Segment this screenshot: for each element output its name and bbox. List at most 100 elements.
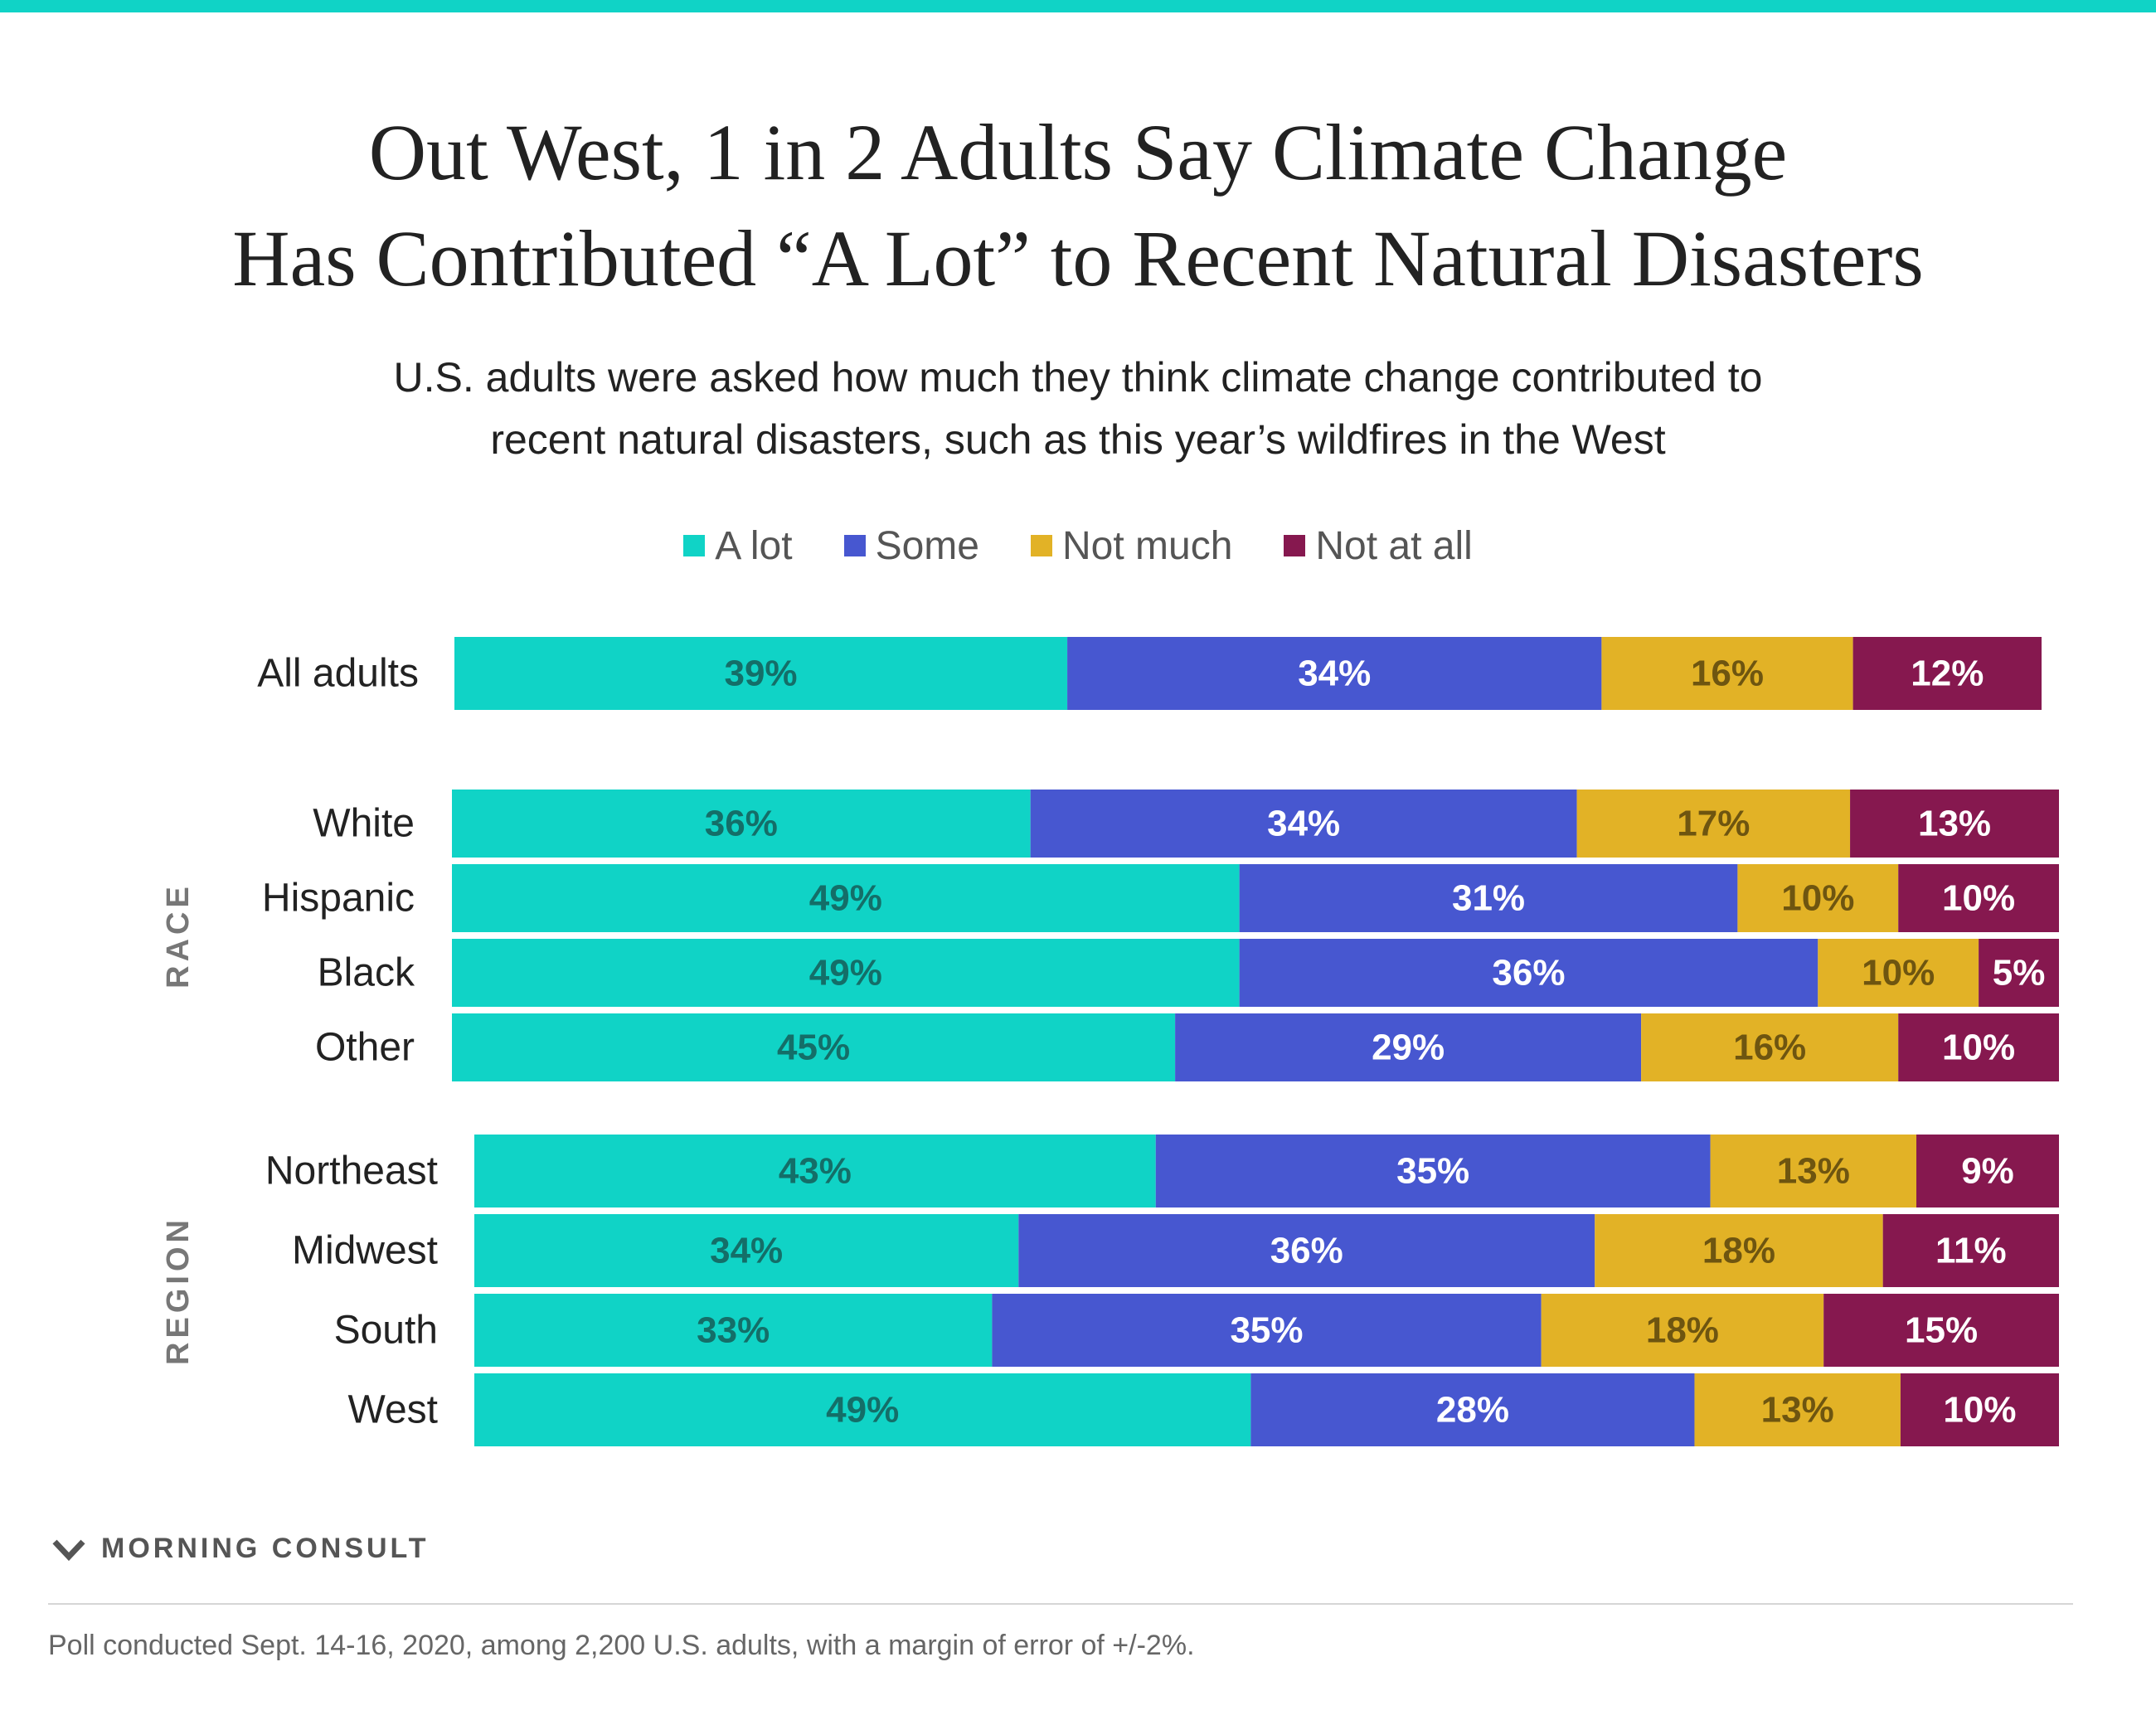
bar-segment-not-much xyxy=(1694,1373,1901,1446)
bar-segment-not-at-all xyxy=(1916,1135,2059,1208)
bar-segment-a-lot xyxy=(474,1294,993,1367)
data-label: 18% xyxy=(1702,1231,1775,1271)
bar-segment-a-lot xyxy=(454,637,1068,710)
data-label: 15% xyxy=(1905,1310,1978,1351)
bar-segment-not-much xyxy=(1641,1013,1899,1081)
bar-segment-not-at-all xyxy=(1979,939,2059,1007)
legend-swatch xyxy=(843,535,866,556)
data-label: 13% xyxy=(1777,1151,1850,1192)
legend-label: Not at all xyxy=(1315,523,1473,568)
bar-segment-some xyxy=(1018,1214,1595,1287)
data-label: 29% xyxy=(1372,1028,1445,1068)
bar-segment-not-at-all xyxy=(1898,1013,2059,1081)
title-line-2: Has Contributed “A Lot” to Recent Natura… xyxy=(232,214,1924,303)
bar-segment-not-at-all xyxy=(1853,637,2042,710)
data-label: 9% xyxy=(1961,1151,2014,1192)
brand-name: MORNING CONSULT xyxy=(101,1533,430,1564)
data-label: 43% xyxy=(779,1151,852,1192)
data-label: 35% xyxy=(1230,1310,1303,1351)
data-label: 36% xyxy=(1492,953,1565,994)
legend-item-some: Some xyxy=(843,523,979,569)
bar-segment-a-lot xyxy=(474,1135,1156,1208)
data-label: 12% xyxy=(1911,654,1984,694)
bar-segment-a-lot xyxy=(474,1373,1251,1446)
bar-segment-not-much xyxy=(1710,1135,1917,1208)
category-label: White xyxy=(313,802,415,846)
data-label: 49% xyxy=(826,1390,899,1431)
legend-swatch xyxy=(1284,535,1306,556)
category-label: Black xyxy=(318,951,415,995)
legend-item-a-lot: A lot xyxy=(683,523,793,569)
data-label: 34% xyxy=(1267,804,1340,844)
bar-segment-not-much xyxy=(1601,637,1853,710)
bar-segment-not-much xyxy=(1818,939,1979,1007)
data-label: 31% xyxy=(1452,878,1525,919)
bar-segment-some xyxy=(1250,1373,1695,1446)
morning-consult-logo-icon xyxy=(52,1539,85,1561)
footnote: Poll conducted Sept. 14-16, 2020, among … xyxy=(48,1630,1195,1661)
bar-segment-some xyxy=(992,1294,1542,1367)
category-label: Midwest xyxy=(292,1229,438,1273)
data-label: 18% xyxy=(1646,1310,1719,1351)
bar-segment-not-at-all xyxy=(1823,1294,2059,1367)
category-label: West xyxy=(348,1388,438,1432)
footer-divider xyxy=(48,1603,2073,1605)
bar-segment-some xyxy=(1155,1135,1711,1208)
data-label: 13% xyxy=(1918,804,1991,844)
bar-segment-not-at-all xyxy=(1850,790,2059,858)
data-label: 45% xyxy=(777,1028,850,1068)
bar-segment-some xyxy=(1239,864,1738,932)
data-label: 34% xyxy=(1298,654,1371,694)
brand-logo: MORNING CONSULT xyxy=(51,1533,430,1565)
bar-segment-a-lot xyxy=(452,864,1240,932)
data-label: 16% xyxy=(1691,654,1764,694)
data-label: 35% xyxy=(1396,1151,1469,1192)
bar-segment-not-much xyxy=(1541,1294,1824,1367)
data-label: 49% xyxy=(809,878,882,919)
bar-segment-a-lot xyxy=(452,939,1240,1007)
data-label: 17% xyxy=(1677,804,1750,844)
legend-swatch xyxy=(1030,535,1052,556)
data-label: 39% xyxy=(724,654,797,694)
data-label: 33% xyxy=(697,1310,770,1351)
legend-item-not-at-all: Not at all xyxy=(1284,523,1473,569)
bar-segment-a-lot xyxy=(452,790,1031,858)
legend-label: Some xyxy=(875,523,979,568)
data-label: 10% xyxy=(1781,878,1854,919)
bar-segment-not-at-all xyxy=(1882,1214,2059,1287)
bar-segment-a-lot xyxy=(474,1214,1019,1287)
data-label: 16% xyxy=(1733,1028,1806,1068)
data-label: 5% xyxy=(1993,953,2046,994)
bar-segment-some xyxy=(1239,939,1819,1007)
chart-title: Out West, 1 in 2 Adults Say Climate Chan… xyxy=(0,100,2156,312)
title-line-1: Out West, 1 in 2 Adults Say Climate Chan… xyxy=(368,108,1788,197)
legend-swatch xyxy=(683,535,706,556)
category-label: South xyxy=(334,1309,438,1353)
bar-segment-not-at-all xyxy=(1898,864,2059,932)
category-label: Hispanic xyxy=(262,877,415,921)
top-accent-bar xyxy=(0,0,2156,12)
data-label: 10% xyxy=(1942,1028,2015,1068)
data-label: 49% xyxy=(809,953,882,994)
data-label: 10% xyxy=(1943,1390,2016,1431)
data-label: 13% xyxy=(1761,1390,1834,1431)
data-label: 36% xyxy=(705,804,778,844)
bar-segment-some xyxy=(1030,790,1577,858)
bar-segment-not-much xyxy=(1737,864,1899,932)
data-label: 28% xyxy=(1436,1390,1509,1431)
bar-segment-a-lot xyxy=(452,1013,1176,1081)
bar-segment-some xyxy=(1067,637,1602,710)
bar-segment-not-much xyxy=(1595,1214,1883,1287)
category-label: Northeast xyxy=(265,1149,438,1193)
bar-segment-some xyxy=(1175,1013,1642,1081)
group-label-region: REGION xyxy=(161,1216,196,1365)
data-label: 10% xyxy=(1942,878,2015,919)
data-label: 10% xyxy=(1862,953,1935,994)
legend-label: A lot xyxy=(715,523,793,568)
legend-item-not-much: Not much xyxy=(1030,523,1232,569)
category-label: Other xyxy=(315,1026,415,1070)
group-label-race: RACE xyxy=(161,882,196,989)
bar-segment-not-much xyxy=(1576,790,1851,858)
category-label: All adults xyxy=(257,652,419,696)
